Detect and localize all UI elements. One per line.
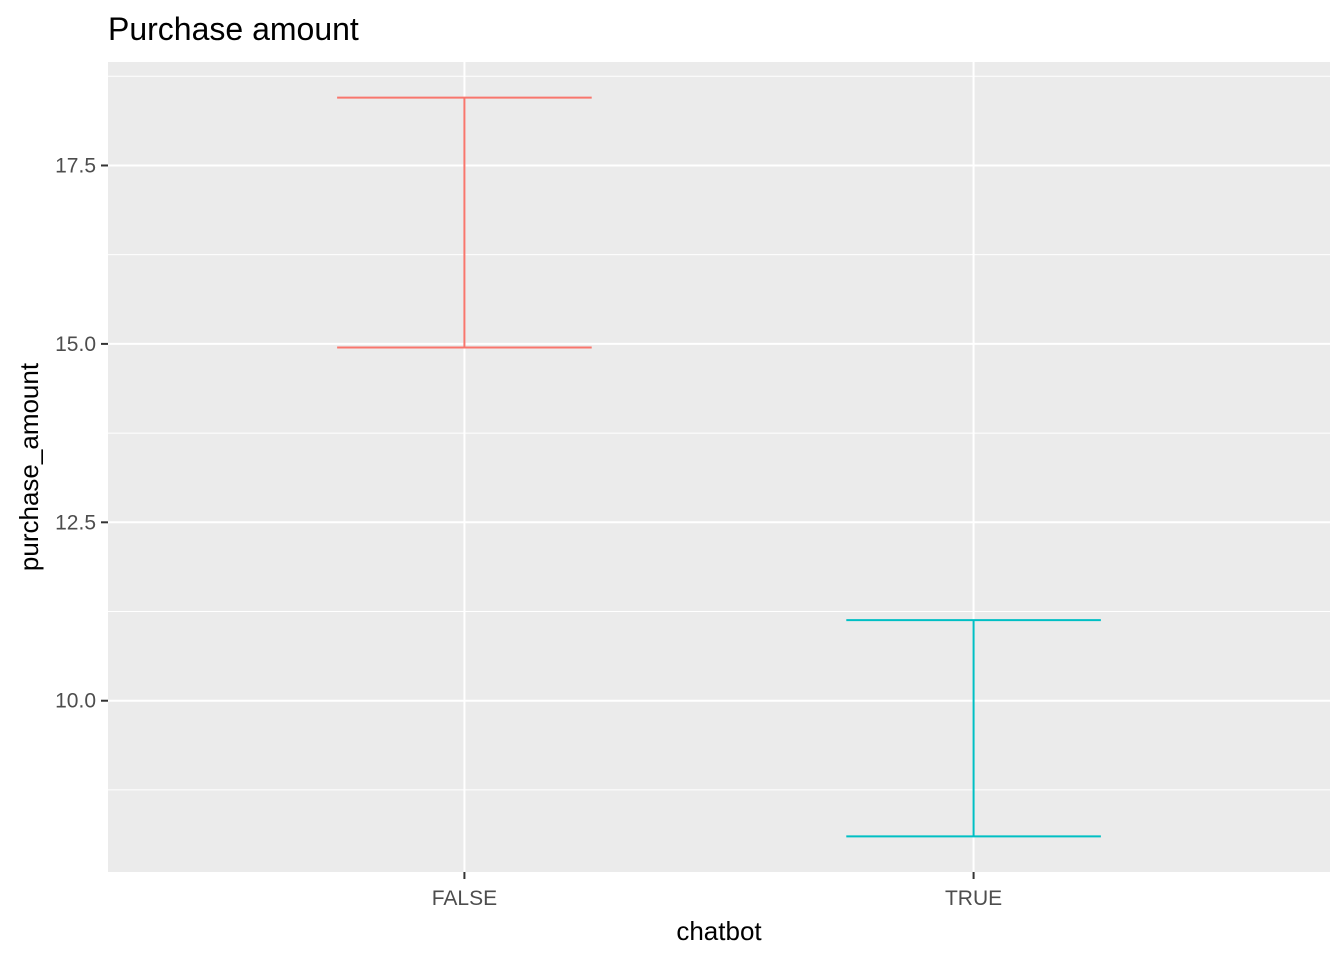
minor-gridlines — [108, 75, 1330, 791]
errorbars — [337, 96, 1101, 838]
y-tick-label: 12.5 — [55, 511, 96, 534]
errorbar-false — [337, 96, 592, 349]
x-axis-title: chatbot — [676, 916, 762, 946]
chart-title: Purchase amount — [108, 11, 359, 47]
y-axis: 10.0 12.5 15.0 17.5 — [55, 154, 108, 713]
y-tick-label: 15.0 — [55, 333, 96, 356]
y-tick-label: 10.0 — [55, 690, 96, 713]
y-tick-label: 17.5 — [55, 154, 96, 177]
x-tick-label: FALSE — [432, 887, 497, 910]
major-gridlines — [108, 62, 1330, 872]
panel-background — [108, 62, 1330, 872]
x-tick-label: TRUE — [945, 887, 1002, 910]
x-axis: FALSE TRUE — [432, 872, 1002, 910]
errorbar-true — [846, 619, 1101, 838]
y-axis-title: purchase_amount — [14, 362, 44, 571]
